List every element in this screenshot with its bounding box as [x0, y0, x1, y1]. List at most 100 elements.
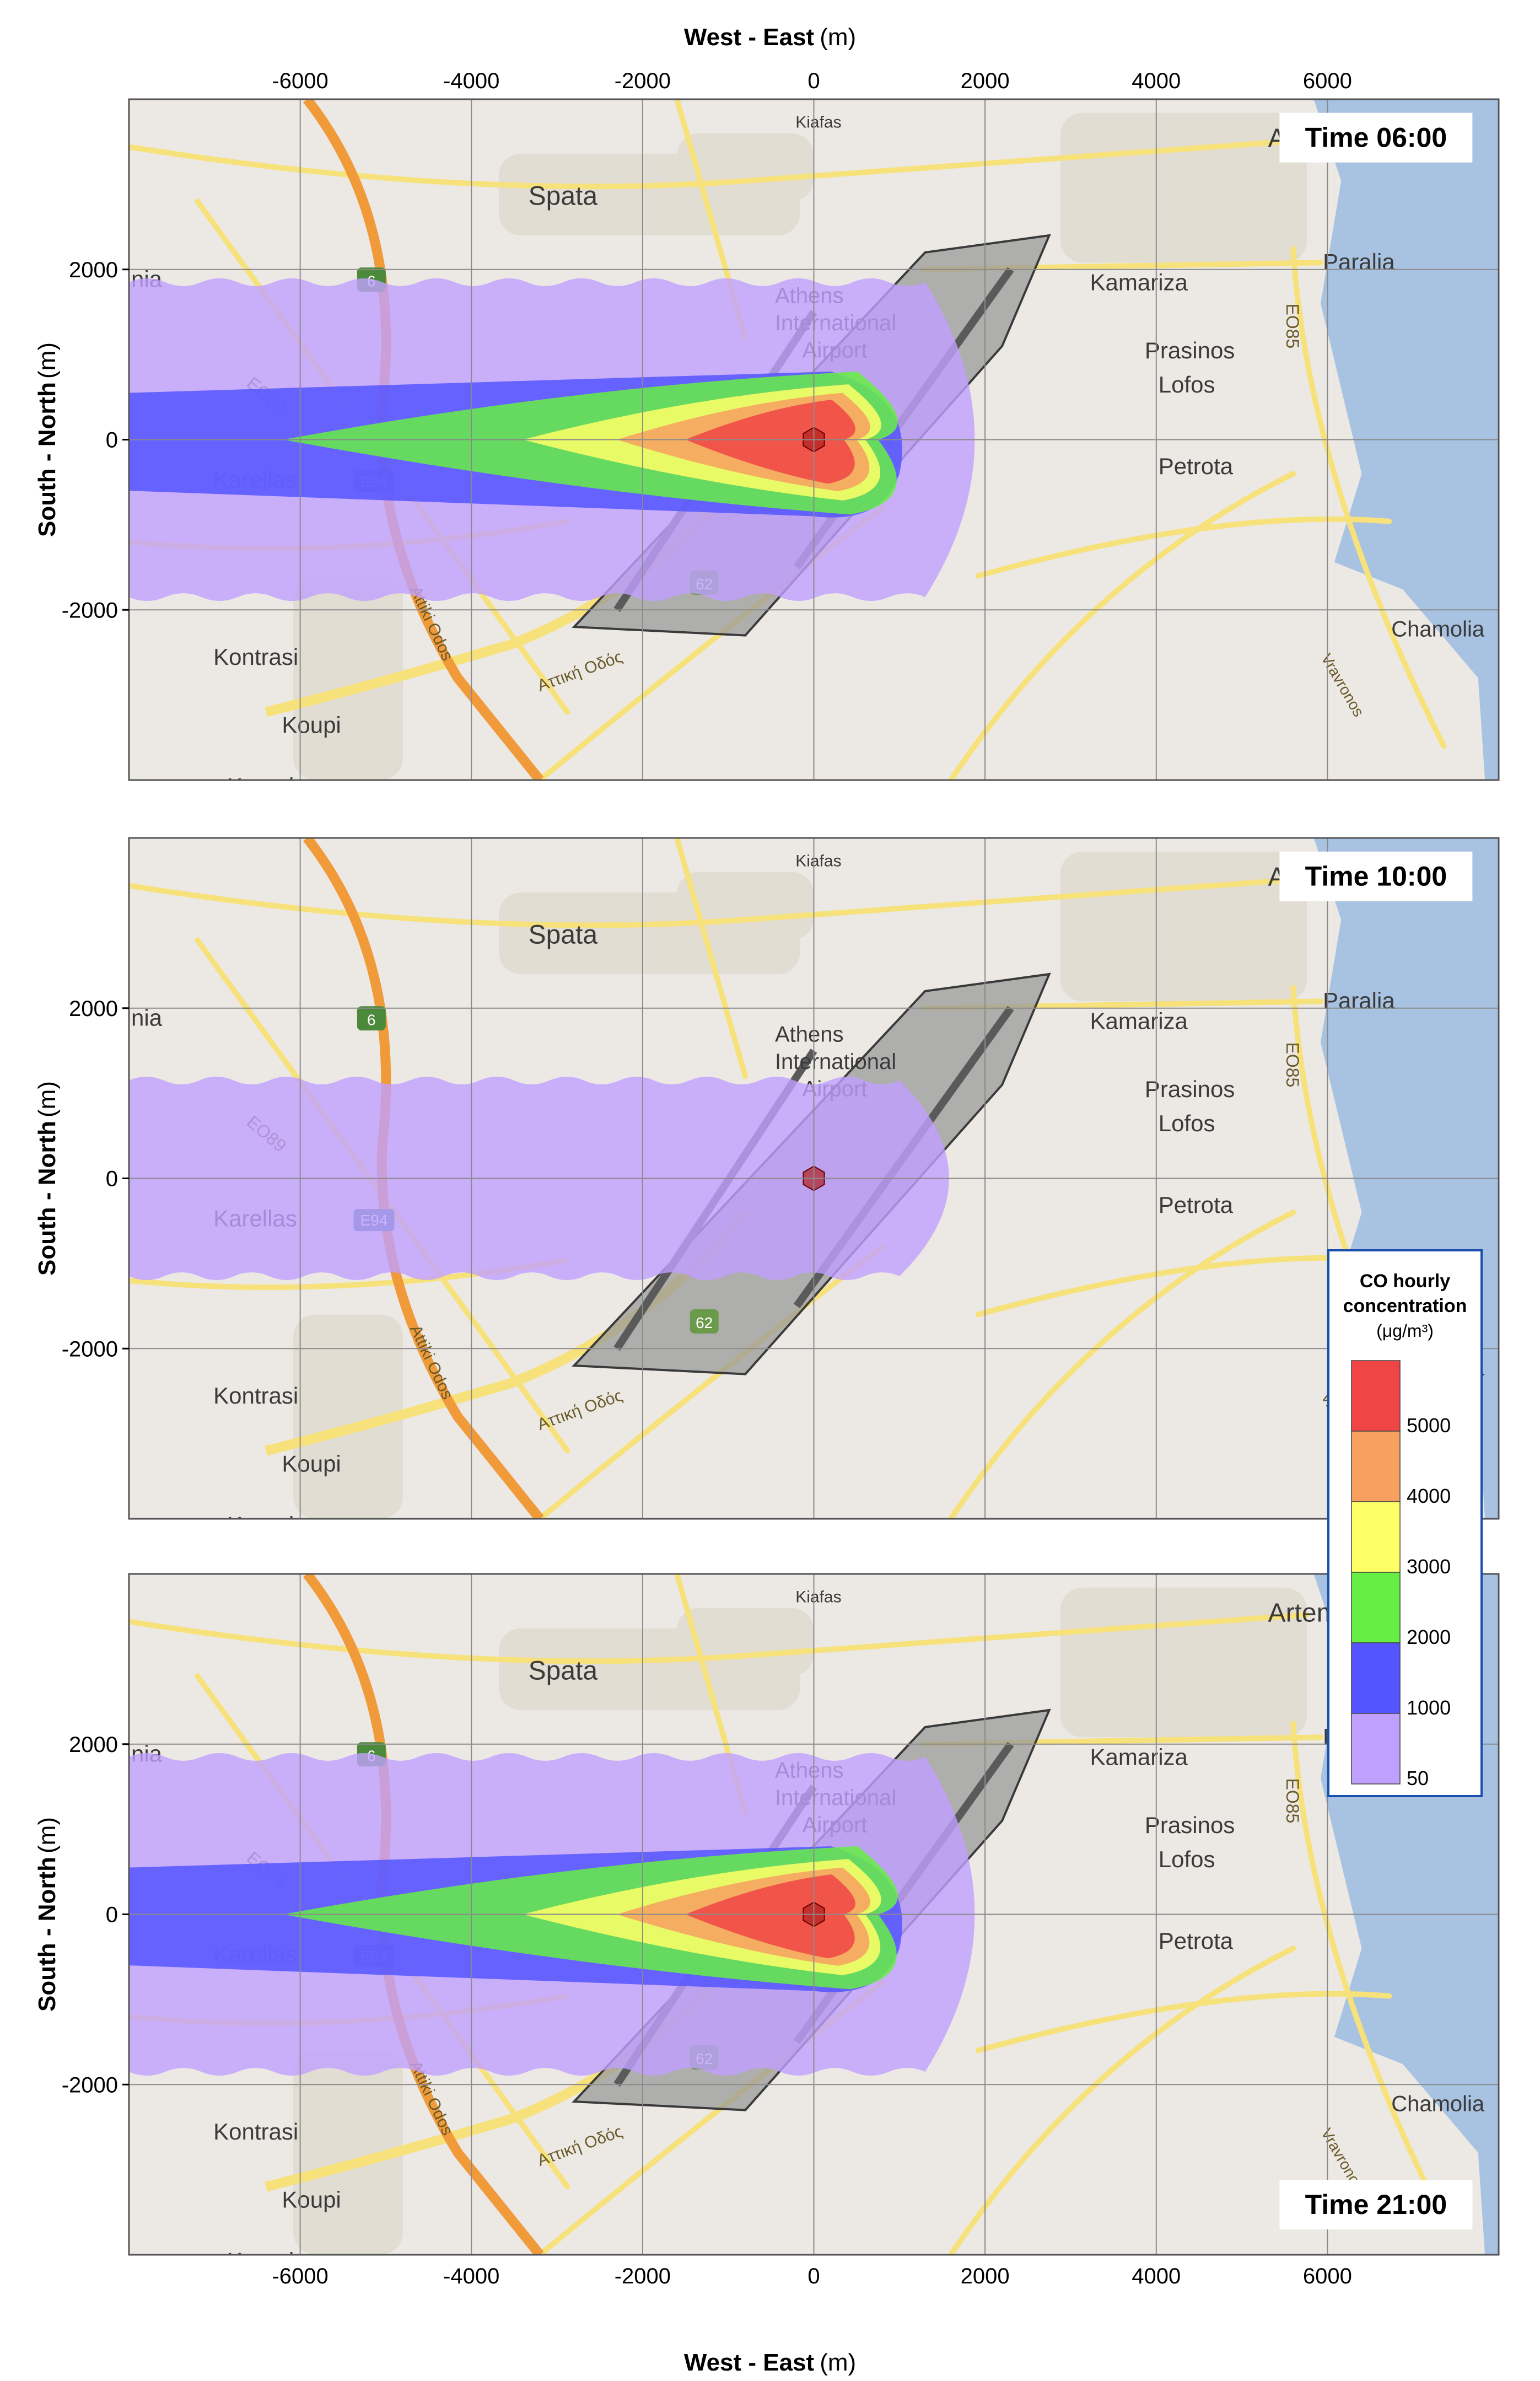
- place-lofos: Lofos: [1159, 1846, 1215, 1872]
- svg-text:6: 6: [367, 1011, 376, 1028]
- minor-road: [129, 1612, 1310, 1664]
- x-tick-label-top: 0: [807, 69, 820, 93]
- x-tick-label-bottom: -4000: [443, 2264, 499, 2288]
- minor-road: [1290, 246, 1447, 749]
- urban-area: [1060, 1587, 1307, 1738]
- legend-swatch: [1351, 1713, 1401, 1785]
- place-international: International: [775, 1050, 896, 1074]
- place-kamariza: Kamariza: [1090, 1744, 1188, 1770]
- y-tick-label: -2000: [62, 2073, 118, 2097]
- place-koropi: Koropi: [227, 773, 294, 799]
- place-lofos: Lofos: [1159, 1110, 1215, 1136]
- y-tick-label: 2000: [69, 997, 118, 1021]
- road-label-eo85: EO85: [1283, 304, 1302, 349]
- place-kontrasi: Kontrasi: [213, 2119, 298, 2144]
- time-label: Time 10:00: [1305, 861, 1447, 892]
- legend-swatch: [1351, 1431, 1401, 1502]
- place-spata: Spata: [529, 1656, 598, 1685]
- minor-road: [975, 516, 1392, 579]
- legend-level-label: 4000: [1407, 1485, 1451, 1507]
- x-tick-label-top: -6000: [272, 69, 328, 93]
- place-petrota: Petrota: [1159, 453, 1234, 479]
- plume-contour-5000: [685, 399, 855, 484]
- urban-area: [293, 1314, 403, 1519]
- x-tick-label-bottom: 0: [807, 2264, 820, 2288]
- legend-level-label: 50: [1407, 1767, 1429, 1789]
- urban-area: [1060, 851, 1307, 1002]
- x-tick-label-bottom: 6000: [1303, 2264, 1352, 2288]
- legend-swatch: [1351, 1501, 1401, 1573]
- y-tick-label: -2000: [62, 1337, 118, 1361]
- time-label: Time 06:00: [1305, 122, 1447, 153]
- legend-swatch: [1351, 1360, 1401, 1432]
- place-paralia: Paralia: [1323, 249, 1395, 275]
- y-axis-title: South - North(m): [34, 1817, 61, 2012]
- y-tick-label: 2000: [69, 1733, 118, 1757]
- place-athens: Athens: [775, 1022, 844, 1046]
- place-spata: Spata: [529, 920, 598, 949]
- x-tick-label-top: 6000: [1303, 69, 1352, 93]
- place-prasinos: Prasinos: [1145, 337, 1235, 363]
- place-koupi: Koupi: [282, 712, 341, 738]
- place-chamolia: Chamolia: [1391, 2092, 1485, 2116]
- road-badge-6: 6: [357, 1006, 386, 1031]
- road-label-eo85: EO85: [1283, 1778, 1302, 1824]
- legend: CO hourly concentration (μg/m³) 5000 4000…: [1327, 1249, 1483, 1797]
- x-tick-label-bottom: -6000: [272, 2264, 328, 2288]
- place-koropi: Koropi: [227, 1512, 294, 1538]
- place-kiafas: Kiafas: [795, 114, 841, 132]
- legend-level-label: 1000: [1407, 1696, 1451, 1719]
- minor-road: [537, 1244, 885, 1519]
- place-prasinos: Prasinos: [1145, 1076, 1235, 1102]
- legend-title-line1: CO hourly: [1360, 1271, 1450, 1292]
- x-tick-label-bottom: -2000: [615, 2264, 671, 2288]
- y-tick-label: 0: [106, 428, 118, 453]
- place-paralia: Paralia: [1323, 988, 1395, 1014]
- place-kamariza: Kamariza: [1090, 1008, 1188, 1034]
- place-petrota: Petrota: [1159, 1928, 1234, 1954]
- legend-level-label: 5000: [1407, 1414, 1451, 1437]
- y-tick-label: 2000: [69, 258, 118, 282]
- x-tick-label-top: 4000: [1132, 69, 1181, 93]
- place-kiafas: Kiafas: [795, 1588, 841, 1606]
- minor-road: [948, 471, 1296, 780]
- bottom-x-axis-title: West - East (m): [684, 2349, 856, 2376]
- legend-unit: (μg/m³): [1376, 1321, 1434, 1341]
- plume-contour-5000: [685, 1874, 855, 1959]
- urban-area: [293, 2050, 403, 2255]
- place-nia: nia: [131, 1004, 163, 1030]
- place-petrota: Petrota: [1159, 1192, 1234, 1218]
- urban-area: [1060, 112, 1307, 263]
- legend-level-label: 3000: [1407, 1555, 1451, 1578]
- minor-road: [948, 1945, 1296, 2255]
- y-tick-label: 0: [106, 1903, 118, 1927]
- y-axis-title: South - North(m): [34, 342, 61, 537]
- legend-level-label: 2000: [1407, 1626, 1451, 1648]
- place-kiafas: Kiafas: [795, 852, 841, 870]
- minor-road: [129, 137, 1310, 190]
- place-koupi: Koupi: [282, 1450, 341, 1476]
- minor-road: [674, 838, 749, 1079]
- y-tick-label: 0: [106, 1167, 118, 1191]
- x-tick-label-top: -4000: [443, 69, 499, 93]
- minor-road: [948, 1210, 1296, 1519]
- minor-road: [1290, 1721, 1447, 2224]
- x-tick-label-bottom: 2000: [961, 2264, 1010, 2288]
- road-label-eo85: EO85: [1283, 1042, 1302, 1088]
- time-label-box: [1279, 112, 1473, 163]
- place-kontrasi: Kontrasi: [213, 1383, 298, 1409]
- y-axis-title: South - North(m): [34, 1081, 61, 1276]
- legend-swatch: [1351, 1642, 1401, 1714]
- legend-title-line2: concentration: [1343, 1296, 1467, 1316]
- minor-road: [129, 876, 1310, 928]
- place-spata: Spata: [529, 181, 598, 211]
- place-koropi: Koropi: [227, 2248, 294, 2273]
- time-label-box: [1279, 2180, 1473, 2230]
- urban-area: [293, 576, 403, 780]
- place-kamariza: Kamariza: [1090, 270, 1188, 295]
- place-prasinos: Prasinos: [1145, 1812, 1235, 1838]
- svg-text:62: 62: [696, 1314, 713, 1331]
